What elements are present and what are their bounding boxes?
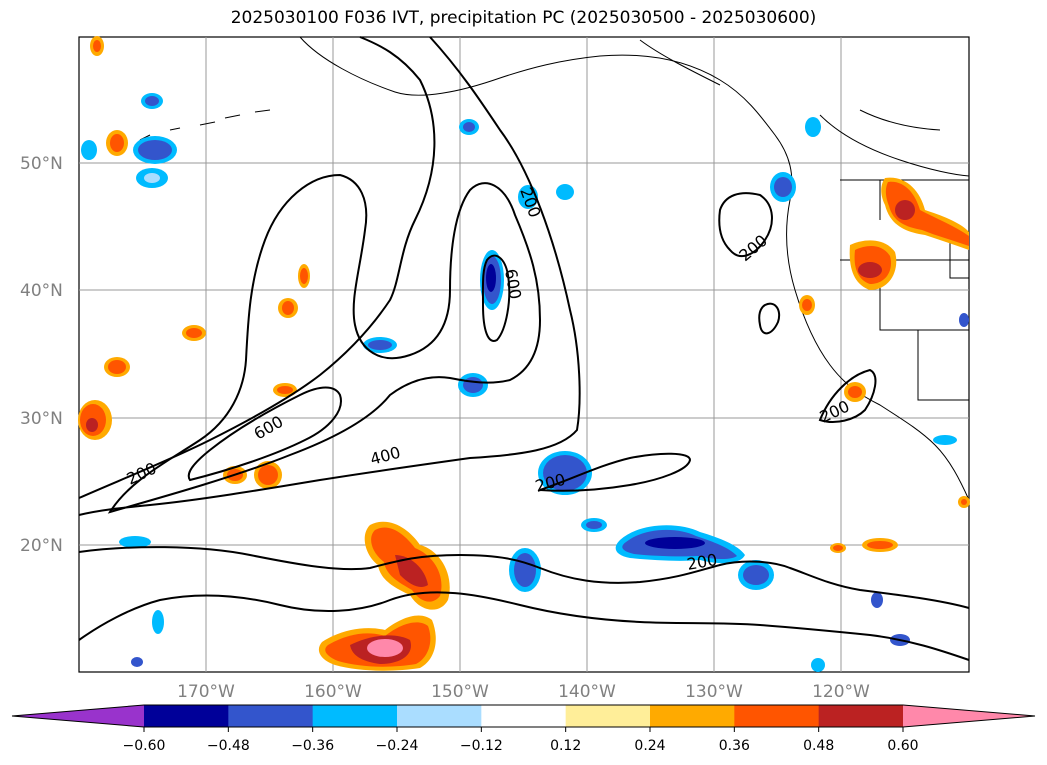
colorbar-segment xyxy=(144,705,229,727)
colorbar-tick-label: −0.36 xyxy=(291,738,334,754)
ivt-contour-200-coast xyxy=(818,368,877,423)
positive-pc-blob xyxy=(849,240,897,290)
lon-label: 150°W xyxy=(431,682,489,702)
ivt-contour-200-south2 xyxy=(78,591,970,661)
colorbar-extend-high xyxy=(903,705,1035,727)
ivt-contour-200-ne xyxy=(718,192,773,258)
lat-label: 40°N xyxy=(20,281,63,301)
negative-pc-blob xyxy=(538,451,592,495)
colorbar-segment xyxy=(565,705,651,727)
negative-pc-blob xyxy=(581,518,607,532)
colorbar-tick-label: 0.24 xyxy=(634,738,665,754)
ivt-contour-600-left xyxy=(187,386,342,482)
colorbar-tick-label: 0.36 xyxy=(719,738,750,754)
negative-pc-blob xyxy=(805,117,821,137)
negative-pc-blob xyxy=(81,140,97,160)
negative-pc-blob xyxy=(509,548,541,592)
negative-pc-blob xyxy=(615,525,745,564)
positive-pc-blob xyxy=(881,177,969,250)
lat-label: 20°N xyxy=(20,536,63,556)
colorbar-segment xyxy=(734,705,820,727)
positive-pc-blob xyxy=(799,295,815,315)
ivt-contour-200-south xyxy=(78,546,970,609)
positive-pc-blob xyxy=(106,130,128,156)
colorbar-segment xyxy=(312,705,398,727)
ivt-contour-small xyxy=(758,302,781,335)
lat-label: 30°N xyxy=(20,409,63,429)
latitude-labels: 50°N 40°N 30°N 20°N xyxy=(20,154,63,556)
colorbar-tick-label: −0.60 xyxy=(123,738,166,754)
positive-pc-blob xyxy=(90,36,104,56)
lon-label: 170°W xyxy=(177,682,235,702)
negative-pc-blob xyxy=(141,93,163,109)
negative-pc-blob xyxy=(119,313,969,672)
positive-pc-blob xyxy=(298,264,310,288)
colorbar-segment xyxy=(397,705,482,727)
colorbar-tick-label: −0.12 xyxy=(460,738,503,754)
negative-pc-blob xyxy=(133,136,177,164)
ivt-contours xyxy=(78,36,970,661)
lon-label: 130°W xyxy=(685,682,743,702)
colorbar-segment xyxy=(228,705,314,727)
colorbar-tick-label: −0.24 xyxy=(376,738,419,754)
positive-pc-blob xyxy=(273,383,297,397)
ivt-contour-400 xyxy=(107,173,542,514)
positive-pc-blob xyxy=(318,615,436,671)
lat-label: 50°N xyxy=(20,154,63,174)
ivt-contour-200-east xyxy=(539,452,692,492)
negative-pc-blob xyxy=(738,560,774,590)
colorbar: −0.60 −0.48 −0.36 −0.24 −0.12 0.12 0.24 0.36 0.4… xyxy=(11,704,1036,754)
negative-pc-blob xyxy=(136,168,168,188)
positive-pc-blob xyxy=(254,461,282,489)
positive-pc-blob xyxy=(182,325,206,341)
negative-pc-blob xyxy=(458,373,488,397)
negative-pc-blob xyxy=(770,172,796,202)
gridlines xyxy=(79,37,969,672)
colorbar-segment xyxy=(650,705,735,727)
positive-pc-blob xyxy=(278,298,298,318)
negative-pc-blob xyxy=(459,119,479,135)
positive-pc-blob xyxy=(862,538,898,552)
positive-pc-blob xyxy=(364,521,450,610)
colorbar-tick-label: 0.60 xyxy=(887,738,918,754)
negative-pc-blob xyxy=(363,337,397,353)
lon-label: 160°W xyxy=(304,682,362,702)
colorbar-segment xyxy=(481,705,567,727)
colorbar-tick-label: 0.48 xyxy=(803,738,834,754)
positive-pc-blob xyxy=(830,543,846,553)
positive-pc-blob xyxy=(958,496,970,508)
ivt-contour-200-main xyxy=(78,36,581,516)
precipitation-field xyxy=(78,36,970,672)
colorbar-tick-label: −0.48 xyxy=(207,738,250,754)
positive-pc-blob xyxy=(844,382,866,402)
negative-pc-blob xyxy=(518,184,574,209)
colorbar-extend-low xyxy=(12,705,144,727)
lon-label: 140°W xyxy=(558,682,616,702)
positive-pc-blob xyxy=(78,400,112,440)
colorbar-tick-label: 0.12 xyxy=(550,738,581,754)
lon-label: 120°W xyxy=(812,682,870,702)
positive-pc-blob xyxy=(104,357,130,377)
longitude-labels: 170°W 160°W 150°W 140°W 130°W 120°W xyxy=(177,682,870,702)
colorbar-segment xyxy=(818,705,904,727)
ivt-contour-600-right xyxy=(481,254,511,342)
map-title: 2025030100 F036 IVT, precipitation PC (2… xyxy=(230,8,817,28)
